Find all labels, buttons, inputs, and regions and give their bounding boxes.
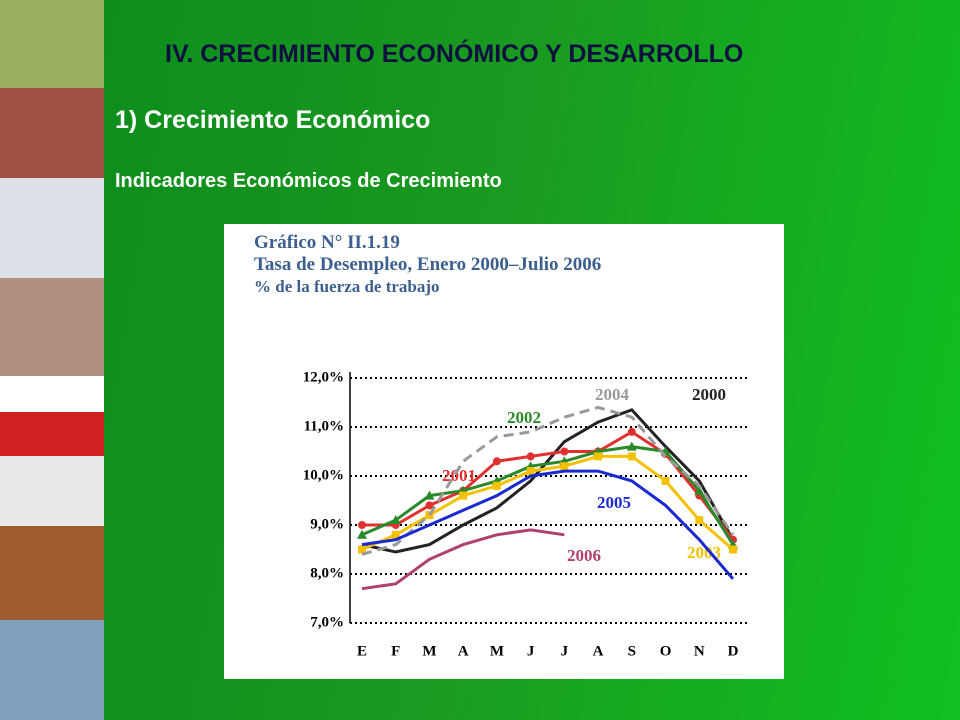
x-tick-label: F bbox=[391, 643, 400, 659]
photo-grapes bbox=[0, 0, 104, 88]
x-tick-label: J bbox=[561, 643, 569, 659]
series-label: 2002 bbox=[507, 408, 541, 427]
x-tick-label: E bbox=[357, 643, 367, 659]
marker bbox=[358, 521, 366, 529]
marker bbox=[695, 516, 704, 525]
x-tick-label: A bbox=[458, 643, 469, 659]
marker bbox=[492, 481, 501, 490]
series-label: 2006 bbox=[567, 546, 601, 565]
series-line bbox=[361, 405, 735, 556]
marker bbox=[729, 545, 737, 554]
marker bbox=[358, 545, 366, 554]
marker bbox=[594, 452, 603, 461]
x-tick-label: D bbox=[728, 643, 739, 659]
x-tick-label: M bbox=[490, 643, 504, 659]
marker bbox=[425, 501, 434, 510]
series-line bbox=[361, 445, 735, 546]
series-line bbox=[361, 469, 735, 580]
chart-title: Gráfico N° II.1.19 bbox=[254, 232, 400, 253]
x-tick-label: N bbox=[694, 643, 705, 659]
marker bbox=[425, 511, 434, 520]
x-tick-label: J bbox=[527, 643, 535, 659]
marker bbox=[357, 529, 367, 539]
y-tick-label: 8,0% bbox=[310, 565, 344, 581]
marker bbox=[560, 462, 569, 471]
marker bbox=[526, 452, 535, 461]
photo-graph bbox=[0, 456, 104, 526]
marker bbox=[626, 441, 637, 451]
slide-heading: Indicadores Económicos de Crecimiento bbox=[115, 170, 502, 192]
x-tick-label: A bbox=[593, 643, 604, 659]
y-tick-label: 12,0% bbox=[303, 369, 344, 385]
marker bbox=[459, 491, 468, 500]
marker bbox=[424, 490, 435, 500]
marker bbox=[661, 476, 670, 485]
series-label: 2000 bbox=[692, 385, 726, 404]
chart: 7,0% 8,0% 9,0% 10,0% 11,0% 12,0% E F M A M J J A S O N D 2… bbox=[303, 369, 750, 659]
y-tick-label: 9,0% bbox=[310, 516, 344, 532]
slide-title: IV. CRECIMIENTO ECONÓMICO Y DESARROLLO bbox=[165, 40, 744, 68]
y-tick-label: 10,0% bbox=[303, 467, 344, 483]
photo-helmet bbox=[0, 88, 104, 178]
chart-note: % de la fuerza de trabajo bbox=[254, 277, 440, 296]
x-tick-label: O bbox=[660, 643, 672, 659]
marker bbox=[627, 427, 636, 436]
marker bbox=[560, 447, 569, 456]
marker bbox=[492, 457, 501, 466]
x-tick-label: S bbox=[628, 643, 636, 659]
photo-coins bbox=[0, 526, 104, 620]
series-label: 2004 bbox=[595, 385, 630, 404]
y-tick-label: 7,0% bbox=[310, 614, 344, 630]
photo-flag bbox=[0, 376, 104, 456]
marker bbox=[390, 515, 401, 525]
photo-banknotes bbox=[0, 278, 104, 376]
chart-titles: Gráfico N° II.1.19 Tasa de Desempleo, En… bbox=[254, 232, 754, 298]
marker bbox=[526, 467, 535, 476]
marker bbox=[391, 530, 400, 539]
photo-seal bbox=[0, 178, 104, 278]
slide-subtitle: 1) Crecimiento Económico bbox=[115, 106, 431, 134]
photo-scales bbox=[0, 620, 104, 720]
x-tick-label: M bbox=[422, 643, 436, 659]
series-line bbox=[361, 528, 565, 591]
series-line bbox=[361, 408, 735, 554]
chart-subtitle: Tasa de Desempleo, Enero 2000–Julio 2006 bbox=[254, 254, 602, 275]
series-label: 2005 bbox=[597, 493, 631, 512]
marker bbox=[694, 485, 705, 495]
chart-box: Gráfico N° II.1.19 Tasa de Desempleo, En… bbox=[224, 224, 784, 679]
marker bbox=[627, 452, 636, 461]
y-tick-label: 11,0% bbox=[304, 418, 344, 434]
